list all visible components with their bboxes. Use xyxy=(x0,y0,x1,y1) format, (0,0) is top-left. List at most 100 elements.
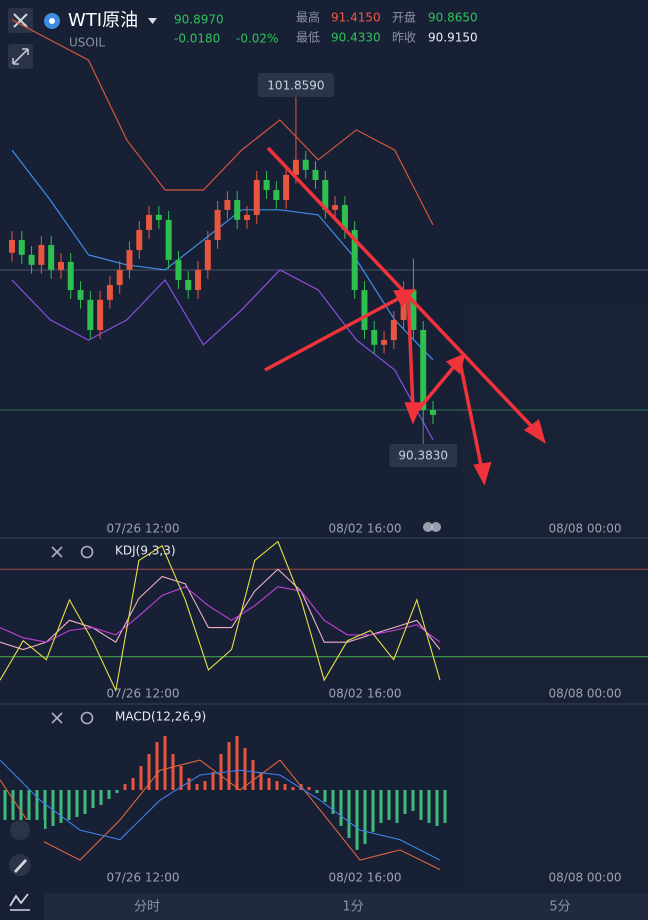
tab[interactable]: 5分 xyxy=(549,900,570,915)
macd-bar xyxy=(59,790,63,823)
stat-label: 最低 xyxy=(296,31,320,45)
candle-body xyxy=(165,219,172,260)
close-indicator[interactable] xyxy=(51,546,63,558)
arrow xyxy=(458,361,484,471)
macd-bar xyxy=(107,790,111,799)
macd-bar xyxy=(43,790,47,829)
settings-indicator[interactable] xyxy=(80,711,94,725)
candle-body xyxy=(253,179,260,215)
macd-bar xyxy=(163,736,167,791)
tab[interactable]: 分时 xyxy=(134,900,160,915)
scroll-handle[interactable] xyxy=(423,522,433,532)
macd-bar xyxy=(131,778,135,791)
macd-bar xyxy=(227,742,231,791)
stat-label: 昨收 xyxy=(392,31,416,45)
macd-bar xyxy=(259,772,263,791)
candle-body xyxy=(185,279,192,291)
macd-bar xyxy=(435,790,439,826)
indicator-icon[interactable] xyxy=(9,893,29,907)
candle-body xyxy=(77,290,84,300)
candle-body xyxy=(322,179,329,210)
date-label: 08/08 00:00 xyxy=(549,687,622,701)
macd-bar xyxy=(291,787,295,791)
macd-line xyxy=(0,759,441,871)
macd-bar xyxy=(203,781,207,791)
candle-body xyxy=(332,205,339,210)
macd-bar xyxy=(243,748,247,791)
close-icon xyxy=(13,13,28,28)
macd-bar xyxy=(323,790,327,802)
macd-bar xyxy=(11,790,15,829)
scroll-handle[interactable] xyxy=(431,522,441,532)
candle-body xyxy=(263,179,270,191)
candle-body xyxy=(381,340,388,345)
macd-bar xyxy=(251,760,255,791)
macd-bar xyxy=(339,790,343,826)
close-indicator[interactable] xyxy=(51,712,63,724)
min-label-box xyxy=(389,444,458,467)
candle-body xyxy=(243,214,250,220)
macd-bar xyxy=(67,790,71,820)
macd-bar xyxy=(147,754,151,791)
macd-bar xyxy=(195,784,199,791)
candle-body xyxy=(126,250,133,270)
macd-bar xyxy=(419,790,423,820)
date-label: 08/08 00:00 xyxy=(549,522,622,536)
dropdown-arrow[interactable] xyxy=(148,18,157,24)
min-label: 90.3830 xyxy=(398,449,448,463)
macd-bar xyxy=(347,790,351,838)
macd-bar xyxy=(99,790,103,805)
date-label: 08/08 00:00 xyxy=(549,871,622,885)
macd-bar xyxy=(211,772,215,791)
arrow xyxy=(416,361,459,412)
indicator-line xyxy=(11,19,434,226)
macd-bar xyxy=(115,790,119,794)
candle-body xyxy=(38,245,45,265)
arrow-head xyxy=(473,461,492,486)
kdj-line xyxy=(0,586,441,643)
date-label: 08/02 16:00 xyxy=(329,522,402,536)
candle-body xyxy=(302,159,309,170)
candle-body xyxy=(292,159,299,175)
candle-body xyxy=(136,229,143,251)
macd-line xyxy=(0,759,441,861)
tool-button[interactable] xyxy=(10,820,30,840)
macd-bar xyxy=(27,790,31,832)
tab-bar xyxy=(44,893,648,920)
symbol-name[interactable]: WTI原油 xyxy=(68,10,138,31)
expand-icon xyxy=(12,48,29,65)
candle-body xyxy=(430,409,436,415)
stat-label: 最高 xyxy=(296,10,320,25)
stat-label: 开盘 xyxy=(392,10,416,25)
candle-body xyxy=(273,190,280,201)
change: -0.0180 xyxy=(174,32,220,46)
macd-bar xyxy=(187,778,191,791)
macd-bar xyxy=(267,778,271,791)
macd-bar xyxy=(283,784,287,791)
macd-bar xyxy=(275,781,279,791)
stat-value: 90.8650 xyxy=(428,11,478,25)
candle-body xyxy=(283,174,290,201)
macd-bar xyxy=(411,790,415,811)
date-label: 07/26 12:00 xyxy=(107,871,180,885)
macd-bar xyxy=(155,742,159,791)
candle-body xyxy=(97,299,104,330)
kdj-line xyxy=(0,540,441,693)
macd-bar xyxy=(139,766,143,791)
candle-body xyxy=(410,290,417,330)
settings-indicator[interactable] xyxy=(80,545,94,559)
candle-body xyxy=(420,329,427,410)
macd-bar xyxy=(363,790,367,844)
macd-bar xyxy=(179,766,183,791)
tab[interactable]: 1分 xyxy=(342,900,363,915)
candle-body xyxy=(116,269,123,286)
candle-body xyxy=(9,240,15,253)
bg-texture xyxy=(460,300,648,890)
candle-body xyxy=(146,214,153,230)
candle-body xyxy=(155,214,162,220)
macd-bar xyxy=(443,790,447,823)
candle-body xyxy=(312,169,319,180)
candle-body xyxy=(234,200,241,220)
macd-bar xyxy=(83,790,87,814)
